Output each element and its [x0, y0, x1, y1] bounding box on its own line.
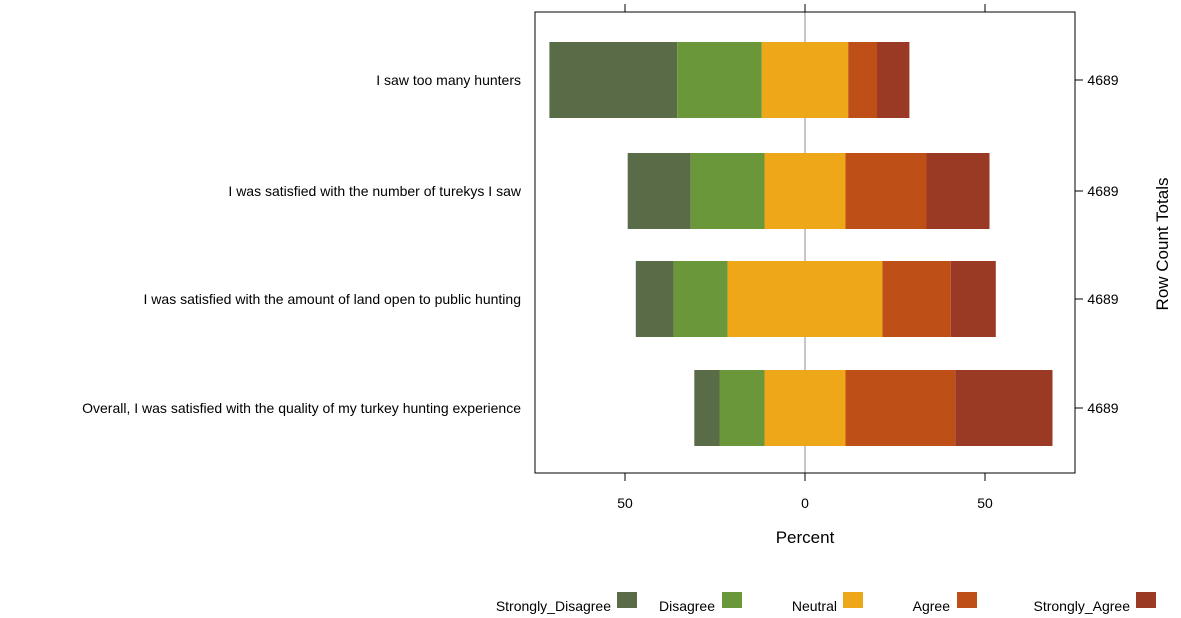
- bar-strongly-agree-row-1: [877, 42, 910, 118]
- bar-agree-row-2: [845, 153, 927, 229]
- bar-strongly-agree-row-2: [926, 153, 990, 229]
- plot-area: [534, 11, 1076, 474]
- category-label: I was satisfied with the amount of land …: [144, 291, 521, 307]
- bar-strongly-disagree-row-2: [627, 153, 691, 229]
- legend-label: Strongly_Agree: [1033, 598, 1130, 614]
- bar-strongly-disagree-row-1: [549, 42, 678, 118]
- x-tick-label: 0: [801, 495, 809, 511]
- bar-strongly-disagree-row-3: [635, 261, 674, 337]
- category-label: I saw too many hunters: [376, 72, 521, 88]
- row-total-label: 4689: [1087, 400, 1118, 416]
- bar-neutral-row-1: [761, 42, 849, 118]
- legend-swatch-agree: [957, 592, 977, 608]
- bar-strongly-agree-row-3: [950, 261, 996, 337]
- bar-agree-row-4: [845, 370, 956, 446]
- legend-label: Neutral: [792, 598, 837, 614]
- x-tick-label: 50: [977, 495, 993, 511]
- x-axis: 50 0 50: [617, 4, 993, 511]
- category-label: Overall, I was satisfied with the qualit…: [82, 400, 521, 416]
- legend-label: Strongly_Disagree: [496, 598, 611, 614]
- bar-strongly-agree-row-4: [955, 370, 1053, 446]
- bar-neutral-row-2: [764, 153, 846, 229]
- legend-swatch-strongly-disagree: [617, 592, 637, 608]
- legend-swatch-disagree: [722, 592, 742, 608]
- row-total-label: 4689: [1087, 72, 1118, 88]
- bar-agree-row-3: [882, 261, 951, 337]
- right-axis-label: Row Count Totals: [1153, 178, 1172, 311]
- legend-swatch-neutral: [843, 592, 863, 608]
- legend-label: Disagree: [659, 598, 715, 614]
- x-axis-label: Percent: [776, 528, 835, 547]
- bar-strongly-disagree-row-4: [694, 370, 720, 446]
- row-totals: 4689 4689 4689 4689: [1075, 72, 1119, 416]
- bar-neutral-row-4: [764, 370, 846, 446]
- bar-disagree-row-1: [677, 42, 762, 118]
- legend-swatch-strongly-agree: [1136, 592, 1156, 608]
- x-tick-label: 50: [617, 495, 633, 511]
- bar-neutral-row-3: [727, 261, 883, 337]
- row-total-label: 4689: [1087, 291, 1118, 307]
- bar-disagree-row-2: [690, 153, 765, 229]
- bar-agree-row-1: [848, 42, 877, 118]
- row-total-label: 4689: [1087, 183, 1118, 199]
- bar-disagree-row-4: [719, 370, 765, 446]
- legend: Strongly_Disagree Disagree Neutral Agree Str…: [496, 592, 1156, 614]
- category-label: I was satisfied with the number of turek…: [228, 183, 521, 199]
- legend-label: Agree: [913, 598, 951, 614]
- bar-disagree-row-3: [673, 261, 728, 337]
- category-labels: I saw too many hunters I was satisfied wi…: [82, 72, 522, 416]
